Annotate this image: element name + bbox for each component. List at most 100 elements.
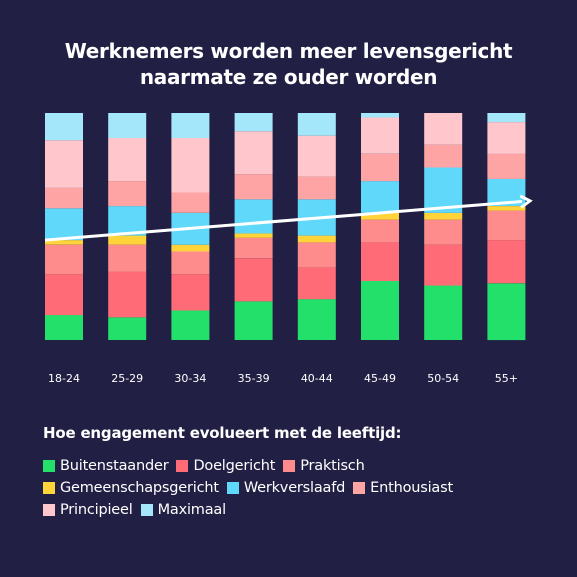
chart-title: Werknemers worden meer levensgericht naa… xyxy=(0,38,577,90)
bar-segment-gemeenschapsgericht-18-24 xyxy=(45,240,83,245)
bar-segment-principieel-18-24 xyxy=(45,140,83,188)
bar-segment-maximaal-55+ xyxy=(487,113,526,123)
legend-item: Principieel xyxy=(43,500,133,519)
bar-segment-praktisch-55+ xyxy=(487,210,526,241)
bar-segment-buitenstaander-40-44 xyxy=(297,299,336,340)
legend: Buitenstaander Doelgericht Praktisch Gemeen… xyxy=(43,456,543,519)
legend-swatch xyxy=(353,481,366,494)
legend-item: Enthousiast xyxy=(353,478,453,497)
x-tick-label: 25-29 xyxy=(111,372,143,385)
bar-segment-praktisch-35-39 xyxy=(234,237,273,259)
bar-segment-werkverslaafd-35-39 xyxy=(234,199,273,234)
bar-segment-buitenstaander-18-24 xyxy=(45,315,83,340)
bar-segment-enthousiast-18-24 xyxy=(45,187,83,209)
trend-line-group xyxy=(44,194,533,242)
bar-segment-buitenstaander-45-49 xyxy=(361,281,399,340)
legend-swatch xyxy=(43,503,55,516)
bar-segment-werkverslaafd-45-49 xyxy=(361,181,399,213)
legend-swatch xyxy=(43,459,55,472)
x-tick-label: 40-44 xyxy=(301,372,333,385)
bar-segment-enthousiast-40-44 xyxy=(297,176,336,200)
x-tick-label: 50-54 xyxy=(427,372,459,385)
bar-segment-werkverslaafd-18-24 xyxy=(45,208,83,241)
bar-segment-principieel-35-39 xyxy=(234,131,273,175)
bar-segment-werkverslaafd-50-54 xyxy=(424,167,463,213)
stacked-bar-chart: 18-24 25-29 30-34 35-39 40-44 45-49 50-54 55+ xyxy=(44,113,533,385)
bar-segment-maximaal-35-39 xyxy=(234,113,273,132)
x-tick-label: 35-39 xyxy=(238,372,270,385)
bar-segment-praktisch-30-34 xyxy=(171,251,210,275)
bar-segment-buitenstaander-35-39 xyxy=(234,301,273,340)
bar-segment-principieel-45-49 xyxy=(361,117,399,154)
bar-segment-principieel-30-34 xyxy=(171,138,210,193)
bar-segment-enthousiast-35-39 xyxy=(234,174,273,200)
legend-label: Enthousiast xyxy=(370,479,453,496)
x-tick-label: 18-24 xyxy=(48,372,80,385)
bar-segment-gemeenschapsgericht-30-34 xyxy=(171,244,210,252)
trend-arrow-head-icon xyxy=(519,194,533,209)
legend-label: Buitenstaander xyxy=(60,457,169,474)
legend-label: Principieel xyxy=(60,501,133,518)
bar-segment-enthousiast-55+ xyxy=(487,153,526,179)
bar-segment-doelgericht-35-39 xyxy=(234,258,273,302)
bar-segment-maximaal-45-49 xyxy=(361,113,399,118)
x-tick-label: 55+ xyxy=(495,372,518,385)
bar-segment-praktisch-18-24 xyxy=(45,244,83,275)
bar-segment-gemeenschapsgericht-55+ xyxy=(487,206,526,211)
bars-group xyxy=(45,113,526,341)
bar-segment-doelgericht-30-34 xyxy=(171,274,210,311)
bar-segment-praktisch-50-54 xyxy=(424,219,463,245)
bar-segment-praktisch-45-49 xyxy=(361,219,399,243)
x-tick-label: 30-34 xyxy=(174,372,206,385)
legend-item: Gemeenschapsgericht xyxy=(43,478,219,497)
legend-item: Praktisch xyxy=(283,456,365,475)
bar-segment-maximaal-40-44 xyxy=(297,113,336,136)
bar-segment-buitenstaander-50-54 xyxy=(424,285,463,340)
bar-segment-gemeenschapsgericht-40-44 xyxy=(297,235,336,243)
bar-segment-doelgericht-25-29 xyxy=(108,271,147,318)
bar-segment-gemeenschapsgericht-45-49 xyxy=(361,212,399,220)
legend-item: Buitenstaander xyxy=(43,456,169,475)
legend-item: Doelgericht xyxy=(176,456,275,475)
bar-segment-doelgericht-45-49 xyxy=(361,242,399,281)
legend-swatch xyxy=(43,481,55,494)
legend-swatch xyxy=(283,459,296,472)
legend-label: Werkverslaafd xyxy=(243,479,346,496)
bar-segment-doelgericht-50-54 xyxy=(424,244,463,286)
bar-segment-principieel-55+ xyxy=(487,122,526,154)
legend-swatch xyxy=(140,503,153,516)
bar-segment-principieel-40-44 xyxy=(297,135,336,177)
legend-label: Gemeenschapsgericht xyxy=(60,479,219,496)
bar-segment-praktisch-25-29 xyxy=(108,244,147,272)
bar-segment-enthousiast-25-29 xyxy=(108,181,147,207)
bar-segment-enthousiast-30-34 xyxy=(171,192,210,213)
legend-swatch xyxy=(226,481,239,494)
chart-title-line-2: naarmate ze ouder worden xyxy=(139,65,438,89)
bar-segment-principieel-25-29 xyxy=(108,138,147,182)
bar-segment-doelgericht-55+ xyxy=(487,240,526,284)
bar-segment-enthousiast-50-54 xyxy=(424,144,463,168)
x-tick-label: 45-49 xyxy=(364,372,396,385)
bar-segment-doelgericht-18-24 xyxy=(45,274,83,316)
trend-line xyxy=(44,200,523,242)
bar-segment-enthousiast-45-49 xyxy=(361,153,399,182)
bar-segment-gemeenschapsgericht-35-39 xyxy=(234,233,273,238)
bar-segment-gemeenschapsgericht-25-29 xyxy=(108,235,147,245)
bar-segment-buitenstaander-25-29 xyxy=(108,317,147,340)
legend-label: Maximaal xyxy=(157,501,227,518)
legend-title: Hoe engagement evolueert met de leeftijd… xyxy=(43,424,402,442)
legend-label: Praktisch xyxy=(300,457,365,474)
legend-item: Maximaal xyxy=(140,500,227,519)
bar-segment-maximaal-25-29 xyxy=(108,113,147,138)
bar-segment-maximaal-30-34 xyxy=(171,113,210,138)
bar-segment-doelgericht-40-44 xyxy=(297,267,336,300)
bar-segment-principieel-50-54 xyxy=(424,113,463,145)
legend-item: Werkverslaafd xyxy=(226,478,346,497)
chart-title-line-1: Werknemers worden meer levensgericht xyxy=(64,39,513,63)
legend-label: Doelgericht xyxy=(193,457,276,474)
legend-swatch xyxy=(176,459,189,472)
bar-segment-praktisch-40-44 xyxy=(297,242,336,268)
bar-segment-buitenstaander-30-34 xyxy=(171,310,210,340)
bar-segment-buitenstaander-55+ xyxy=(487,283,526,341)
bar-segment-gemeenschapsgericht-50-54 xyxy=(424,212,463,220)
